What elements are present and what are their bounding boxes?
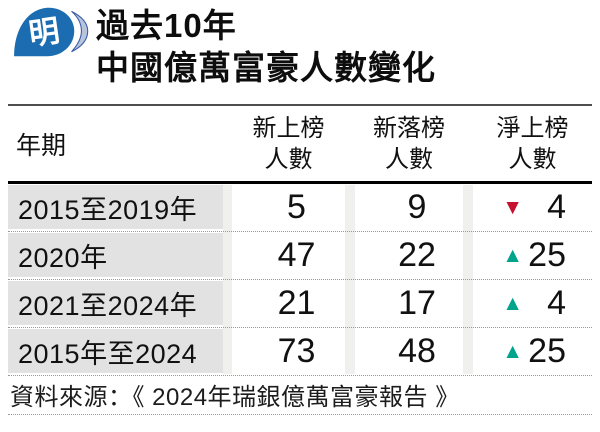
mingpao-logo-icon: 明 — [14, 7, 89, 57]
table-row: 2020年 47 22 ▲ 25 — [8, 233, 592, 280]
net-value: 25 — [528, 331, 566, 370]
page-title: 過去10年 中國億萬富豪人數變化 — [96, 5, 436, 89]
new-on-cell: 47 — [232, 233, 345, 277]
column-header-net: 淨上榜 人數 — [496, 115, 569, 173]
period-cell: 2021至2024年 — [8, 281, 223, 325]
triangle-down-icon: ▼ — [502, 195, 523, 219]
period-cell: 2015至2019年 — [8, 185, 223, 229]
top-rule — [8, 104, 592, 106]
net-cell: ▼ 4 — [473, 185, 592, 229]
triangle-up-icon: ▲ — [502, 291, 523, 315]
header-spacer — [463, 107, 473, 181]
net-value: 25 — [528, 235, 566, 274]
new-on-cell: 21 — [232, 281, 345, 325]
table-row: 2021至2024年 21 17 ▲ 4 — [8, 281, 592, 328]
net-cell: ▲ 25 — [473, 233, 592, 277]
table-row: 2015至2019年 5 9 ▼ 4 — [8, 185, 592, 232]
table-row: 2015年至2024 73 48 ▲ 25 — [8, 329, 592, 376]
header-spacer — [345, 107, 355, 181]
source-note: 資料來源：《 2024年瑞銀億萬富豪報告 》 — [10, 384, 460, 411]
column-header-period: 年期 — [16, 132, 67, 160]
net-value: 4 — [547, 187, 566, 226]
triangle-up-icon: ▲ — [502, 339, 523, 363]
new-off-cell: 22 — [355, 233, 463, 277]
new-on-cell: 5 — [232, 185, 345, 229]
new-off-cell: 48 — [355, 329, 463, 373]
column-header-new-on-list: 新上榜 人數 — [252, 115, 325, 173]
title-line2: 中國億萬富豪人數變化 — [96, 49, 436, 86]
new-off-cell: 17 — [355, 281, 463, 325]
footer-rule — [8, 414, 592, 415]
net-cell: ▲ 25 — [473, 329, 592, 373]
new-on-cell: 73 — [232, 329, 345, 373]
period-cell: 2015年至2024 — [8, 329, 223, 373]
table-body: 2015至2019年 5 9 ▼ 4 2020年 47 22 ▲ 25 — [8, 185, 592, 377]
header-rule — [8, 181, 592, 184]
header-spacer — [223, 107, 232, 181]
net-value: 4 — [547, 283, 566, 322]
logo-glyph: 明 — [27, 14, 62, 52]
table-header-row: 年期 新上榜 人數 新落榜 人數 淨上榜 人數 — [8, 107, 592, 181]
logo-bubble — [14, 7, 75, 57]
period-cell: 2020年 — [8, 233, 223, 277]
title-line1: 過去10年 — [96, 7, 237, 44]
triangle-up-icon: ▲ — [502, 243, 523, 267]
column-header-off-list: 新落榜 人數 — [373, 115, 445, 173]
logo-swoosh — [71, 10, 89, 53]
net-cell: ▲ 4 — [473, 281, 592, 325]
new-off-cell: 9 — [355, 185, 463, 229]
